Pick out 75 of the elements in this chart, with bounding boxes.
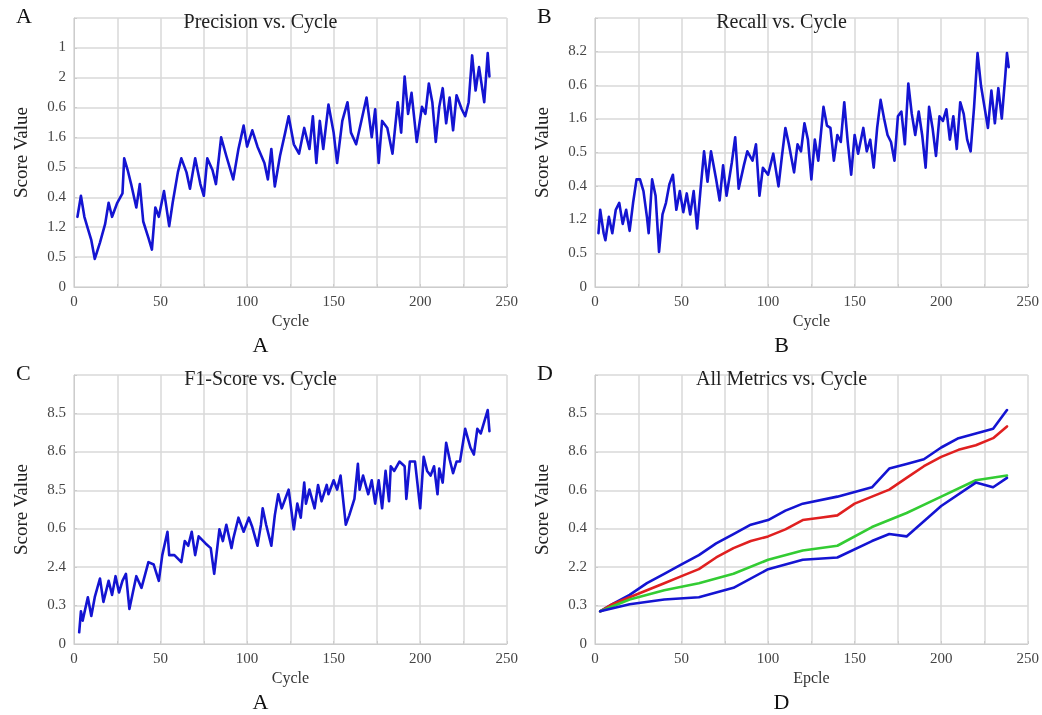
x-tick-label: 200 [929,649,953,666]
x-tick-label: 50 [674,649,690,666]
text: A [16,2,32,28]
x-tick-label: 0 [591,649,599,666]
text: 8.2 [568,42,587,59]
x-tick-label: 0 [70,649,78,666]
text: 0.4 [47,187,67,204]
x-tick-label: 150 [322,649,345,666]
text: 1.6 [568,109,588,126]
text: 0.6 [568,75,588,92]
text: D [773,688,790,714]
x-tick-label: 150 [843,292,866,309]
text: 0 [579,634,587,651]
x-tick-label: 100 [235,292,259,309]
x-tick-label: 200 [408,292,432,309]
text: D [537,359,553,385]
text: 8.5 [47,480,66,497]
text: 0.6 [568,480,588,497]
text: 0.4 [568,519,588,536]
chart-title: Precision vs. Cycle [183,10,338,33]
text: 0.3 [568,596,587,613]
x-tick-label: 200 [408,649,432,666]
x-tick-label: 250 [495,292,518,309]
text: 2 [58,68,66,85]
chart-title: Recall vs. Cycle [716,10,847,33]
text: 0.5 [47,157,66,174]
x-tick-label: 0 [70,292,78,309]
text: 0.5 [568,143,587,159]
text: 0.5 [568,243,587,260]
x-tick-label: 100 [235,649,259,666]
text: 1.6 [47,128,67,145]
text: A [252,331,269,357]
text: 0 [58,634,66,651]
chart-title: F1-Score vs. Cycle [184,367,337,390]
text: 0.6 [47,98,67,115]
text: 1 [58,38,66,55]
text: 0.3 [47,596,66,613]
y-axis-title: Score Value [531,107,552,198]
text: C [16,359,31,385]
x-tick-label: 250 [1016,649,1039,666]
x-tick-label: 50 [153,292,169,309]
x-axis-title: Cycle [792,312,831,331]
x-tick-label: 100 [756,292,780,309]
y-axis-title: Score Value [10,107,31,198]
x-tick-label: 50 [153,649,169,666]
chart-title: All Metrics vs. Cycle [695,367,868,390]
x-tick-label: 150 [322,292,345,309]
y-axis-title: Score Value [10,464,31,555]
text: 0.6 [47,519,67,536]
text: 2.4 [47,557,67,574]
x-tick-label: 150 [843,649,866,666]
text: 0 [58,277,66,294]
text: 2.2 [568,557,587,574]
x-axis-title: Epcle [793,669,830,688]
x-tick-label: 0 [591,292,599,309]
x-tick-label: 250 [1016,292,1039,309]
x-tick-label: 50 [674,292,690,309]
y-axis-title: Score Value [531,464,552,555]
text: B [774,331,789,357]
x-axis-title: Cycle [271,669,310,688]
x-axis-title: Cycle [271,312,310,331]
text: A [252,688,269,714]
text: 0 [579,277,587,294]
text: 8.5 [47,403,66,420]
text: 1.2 [568,210,587,227]
text: B [537,2,552,28]
text: 8.6 [47,442,67,459]
text: 8.5 [568,403,587,420]
text: 1.2 [47,217,66,234]
x-tick-label: 200 [929,292,953,309]
text: 8.6 [568,442,588,459]
x-tick-label: 250 [495,649,518,666]
x-tick-label: 100 [756,649,780,666]
text: 0.5 [47,247,66,264]
text: 0.4 [568,176,588,193]
